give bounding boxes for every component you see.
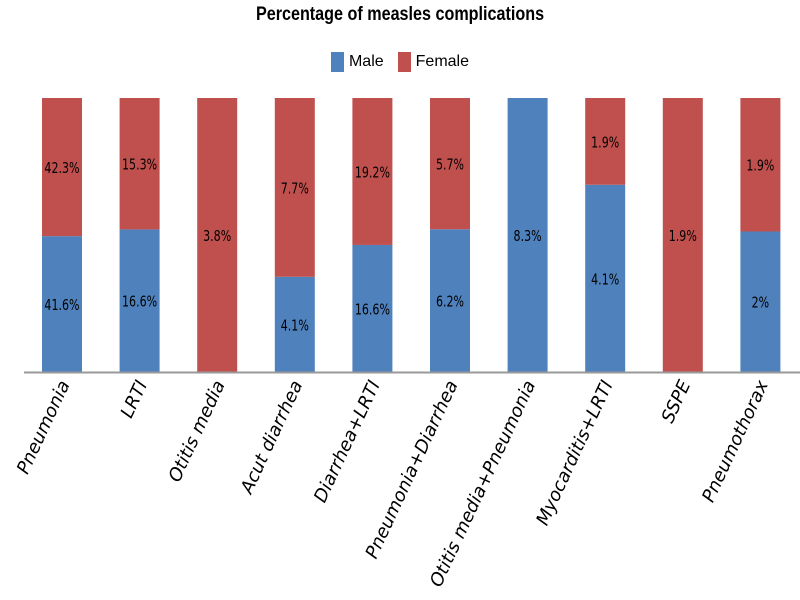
data-label: 15.3%: [122, 157, 157, 174]
bar-male: [507, 98, 548, 372]
data-label: 5.7%: [436, 156, 464, 173]
legend-item-male: Male: [330, 52, 384, 72]
bar-female: [274, 98, 315, 277]
bar-female: [42, 98, 82, 237]
bar-female: [585, 98, 626, 185]
data-label: 8.3%: [514, 228, 542, 245]
category-label: Myocarditis+LRTI: [532, 377, 618, 528]
data-label: 19.2%: [355, 164, 390, 181]
category-label: LRTI: [117, 377, 152, 421]
data-label: 16.6%: [355, 301, 390, 318]
data-label: 1.9%: [746, 158, 774, 175]
data-label: 6.2%: [436, 293, 464, 310]
category-label: Acut diarrhea: [236, 377, 307, 498]
data-label: 16.6%: [122, 294, 157, 311]
data-label: 1.9%: [591, 134, 619, 151]
bar-female: [352, 98, 393, 245]
bar-female: [430, 98, 470, 230]
data-label: 4.1%: [281, 317, 309, 334]
legend: Male Female: [0, 52, 800, 72]
category-label: Otitis media: [164, 377, 229, 485]
category-label: Diarrhea+LRTI: [310, 377, 385, 506]
bar-male: [740, 231, 781, 372]
bar-male: [585, 184, 626, 372]
data-label: 41.6%: [44, 297, 79, 314]
data-label: 1.9%: [669, 228, 697, 245]
bar-female: [119, 98, 160, 230]
data-label: 4.1%: [591, 271, 619, 288]
data-label: 2%: [752, 295, 770, 312]
bar-female: [662, 98, 703, 372]
chart-title: Percentage of measles complications: [255, 4, 545, 25]
bar-female: [197, 98, 238, 372]
bar-male: [352, 244, 393, 372]
data-label: 3.8%: [203, 228, 231, 245]
bar-male: [430, 229, 470, 372]
data-label: 7.7%: [281, 180, 309, 197]
bar-female: [740, 98, 781, 232]
legend-swatch-female: [397, 52, 411, 72]
legend-label-male: Male: [348, 53, 384, 70]
bar-male: [42, 236, 82, 372]
bar-male: [274, 276, 315, 372]
bar-male: [119, 229, 160, 372]
category-label: Pneumothorax: [698, 377, 773, 506]
legend-swatch-male: [330, 52, 344, 72]
category-label: Pneumonia: [13, 377, 75, 477]
legend-item-female: Female: [397, 52, 470, 72]
category-label: SSPE: [658, 377, 696, 427]
data-label: 42.3%: [44, 160, 79, 177]
legend-label-female: Female: [415, 53, 470, 70]
